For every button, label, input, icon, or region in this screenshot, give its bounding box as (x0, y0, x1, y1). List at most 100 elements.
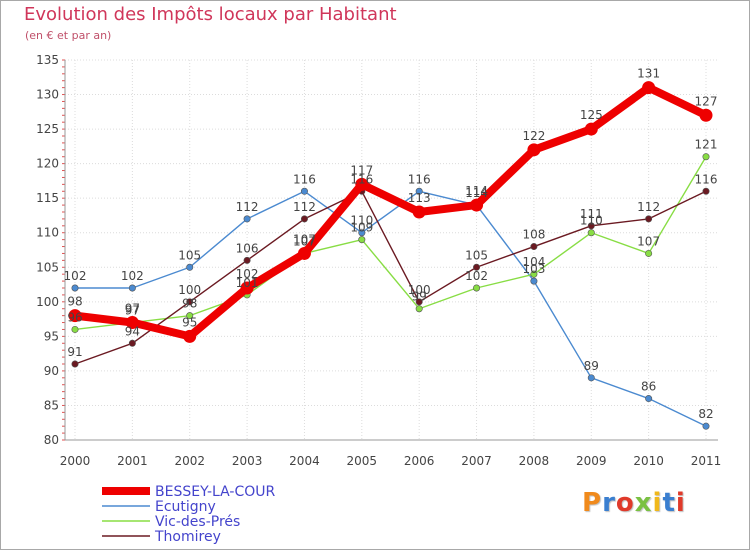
data-label: 107 (637, 234, 660, 248)
series-layer (68, 81, 713, 430)
x-tick-label: 2009 (576, 454, 607, 468)
y-tick-label: 85 (44, 398, 59, 412)
data-point (183, 329, 197, 343)
x-tick-label: 2010 (633, 454, 664, 468)
data-point (645, 395, 653, 403)
chart-title: Evolution des Impôts locaux par Habitant (24, 4, 397, 25)
data-point (527, 143, 541, 157)
legend-label: Ecutigny (155, 499, 216, 515)
data-label: 112 (637, 200, 660, 214)
data-point (300, 215, 308, 223)
data-point (128, 284, 136, 292)
x-tick-label: 2007 (461, 454, 492, 468)
data-label: 111 (580, 207, 603, 221)
data-label: 95 (182, 315, 197, 329)
data-point (530, 277, 538, 285)
data-label: 116 (695, 172, 718, 186)
data-point (470, 198, 484, 212)
data-point (642, 81, 656, 95)
data-label: 97 (125, 304, 140, 318)
data-label: 104 (522, 255, 545, 269)
data-point (71, 325, 79, 333)
series-line-bessey-la-cour (71, 83, 710, 341)
data-point (358, 236, 366, 244)
data-point (584, 122, 598, 136)
y-tick-label: 80 (44, 433, 59, 447)
x-tick-label: 2001 (117, 454, 148, 468)
data-label: 107 (293, 232, 316, 246)
data-label: 110 (580, 214, 603, 228)
data-label: 99 (412, 290, 427, 304)
data-point (186, 312, 194, 320)
y-tick-label: 125 (36, 122, 59, 136)
data-label: 122 (522, 129, 545, 143)
data-point (71, 284, 79, 292)
data-point (699, 108, 713, 122)
legend-label: BESSEY-LA-COUR (155, 484, 275, 500)
data-point (702, 187, 710, 195)
x-tick-label: 2002 (174, 454, 205, 468)
data-point (128, 339, 136, 347)
y-tick-label: 90 (44, 364, 59, 378)
data-label: 107 (293, 234, 316, 248)
y-tick-label: 120 (36, 157, 59, 171)
chart-subtitle: (en € et par an) (25, 29, 112, 42)
data-point (530, 243, 538, 251)
data-point (186, 263, 194, 271)
proxiti-logo: Proxiti (582, 488, 686, 518)
data-point (587, 229, 595, 237)
data-point (415, 187, 423, 195)
data-label: 82 (698, 407, 713, 421)
y-tick-label: 100 (36, 295, 59, 309)
data-label: 102 (64, 269, 87, 283)
data-point (71, 360, 79, 368)
data-label: 127 (695, 94, 718, 108)
data-label: 100 (408, 283, 431, 297)
data-label: 100 (178, 283, 201, 297)
data-point (415, 298, 423, 306)
data-point (297, 246, 311, 260)
data-point (587, 222, 595, 230)
data-point (415, 305, 423, 313)
data-label: 106 (236, 241, 259, 255)
data-point (243, 215, 251, 223)
y-tick-label: 95 (44, 329, 59, 343)
x-tick-label: 2000 (60, 454, 91, 468)
grid (65, 59, 718, 441)
data-label: 117 (350, 163, 373, 177)
data-label: 112 (293, 200, 316, 214)
data-label: 89 (584, 359, 599, 373)
x-tick-label: 2004 (289, 454, 320, 468)
data-label: 125 (580, 108, 603, 122)
y-tick-label: 130 (36, 88, 59, 102)
y-tick-label: 135 (36, 53, 59, 67)
x-tick-label: 2006 (404, 454, 435, 468)
data-label: 103 (522, 262, 545, 276)
data-point (355, 177, 369, 191)
data-point (530, 270, 538, 278)
data-label: 114 (465, 184, 488, 198)
data-label: 86 (641, 380, 656, 394)
data-label: 121 (695, 138, 718, 152)
data-label: 96 (67, 310, 82, 324)
data-point (412, 205, 426, 219)
x-tick-label: 2008 (519, 454, 550, 468)
data-label: 105 (178, 248, 201, 262)
data-point (587, 374, 595, 382)
y-tick-label: 110 (36, 226, 59, 240)
data-label: 116 (293, 172, 316, 186)
data-label: 94 (125, 324, 140, 338)
data-label: 109 (350, 221, 373, 235)
data-label: 110 (350, 214, 373, 228)
axes: 80 85 90 95 100 105 110 115 120 125 130 135 2000 2001… (36, 53, 721, 468)
y-tick-label: 115 (36, 191, 59, 205)
data-point (243, 256, 251, 264)
data-label: 108 (522, 228, 545, 242)
series-line-ecutigny (74, 190, 707, 427)
y-tick-label: 105 (36, 260, 59, 274)
data-point (702, 422, 710, 430)
data-label: 102 (236, 267, 259, 281)
data-label: 98 (67, 295, 82, 309)
data-label: 114 (465, 186, 488, 200)
